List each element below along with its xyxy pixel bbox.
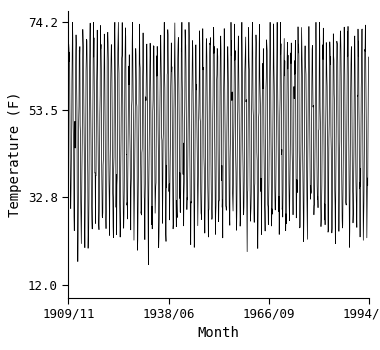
X-axis label: Month: Month [198, 327, 239, 341]
Y-axis label: Temperature (F): Temperature (F) [8, 91, 22, 217]
